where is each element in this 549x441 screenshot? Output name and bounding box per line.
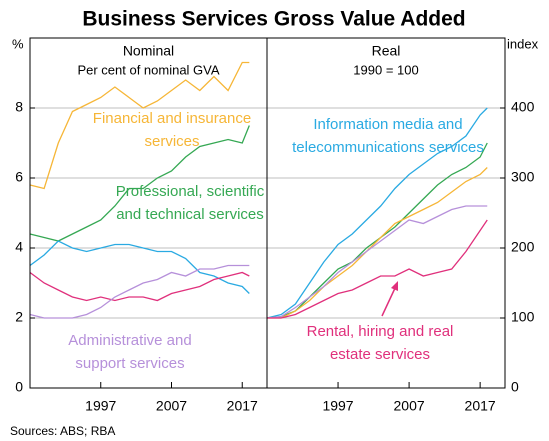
series-line	[29, 61, 250, 190]
x-tick-label: 1997	[322, 398, 353, 414]
x-tick-label: 2007	[394, 398, 425, 414]
y-tick-label: 6	[15, 169, 23, 185]
source: Sources: ABS; RBA	[10, 424, 115, 438]
series-line	[267, 167, 488, 319]
y-tick-label: 300	[511, 169, 535, 185]
x-tick-label: 2007	[156, 398, 187, 414]
y-axis-label: index	[507, 36, 539, 51]
series-line	[29, 240, 250, 294]
y-tick-label: 4	[15, 239, 23, 255]
arrow-head	[391, 281, 398, 291]
series-line	[29, 271, 250, 302]
series-label: Administrative and support services	[68, 332, 192, 372]
panel-note: 1990 = 100	[353, 62, 418, 77]
y-tick-label: 0	[15, 379, 23, 395]
lines	[29, 61, 488, 319]
y-tick-label: 400	[511, 99, 535, 115]
panel-subtitle: Real	[372, 43, 401, 59]
panel-note: Per cent of nominal GVA	[77, 62, 219, 77]
series-line	[29, 125, 250, 242]
x-tick-label: 1997	[85, 398, 116, 414]
y-tick-label: 200	[511, 239, 535, 255]
series-label: Financial and insurance services	[92, 110, 252, 150]
y-tick-label: 100	[511, 309, 535, 325]
arrow	[381, 285, 397, 317]
series-label: Rental, hiring and real estate services	[306, 323, 454, 363]
series-line	[266, 205, 488, 319]
series-label: Professional, scientific and technical s…	[115, 183, 265, 223]
chart-title: Business Services Gross Value Added	[82, 8, 465, 31]
series-line	[266, 142, 488, 319]
x-tick-label: 2017	[227, 398, 258, 414]
x-tick-label: 2017	[465, 398, 496, 414]
series-label: Information media and telecommunications…	[292, 116, 484, 156]
y-tick-label: 8	[15, 99, 23, 115]
panel-subtitle: Nominal	[123, 43, 174, 59]
series-line	[29, 264, 250, 319]
y-axis-label: %	[12, 36, 24, 51]
series-line	[267, 219, 488, 319]
y-tick-label: 0	[511, 379, 519, 395]
y-tick-label: 2	[15, 309, 23, 325]
series-line	[266, 107, 488, 319]
